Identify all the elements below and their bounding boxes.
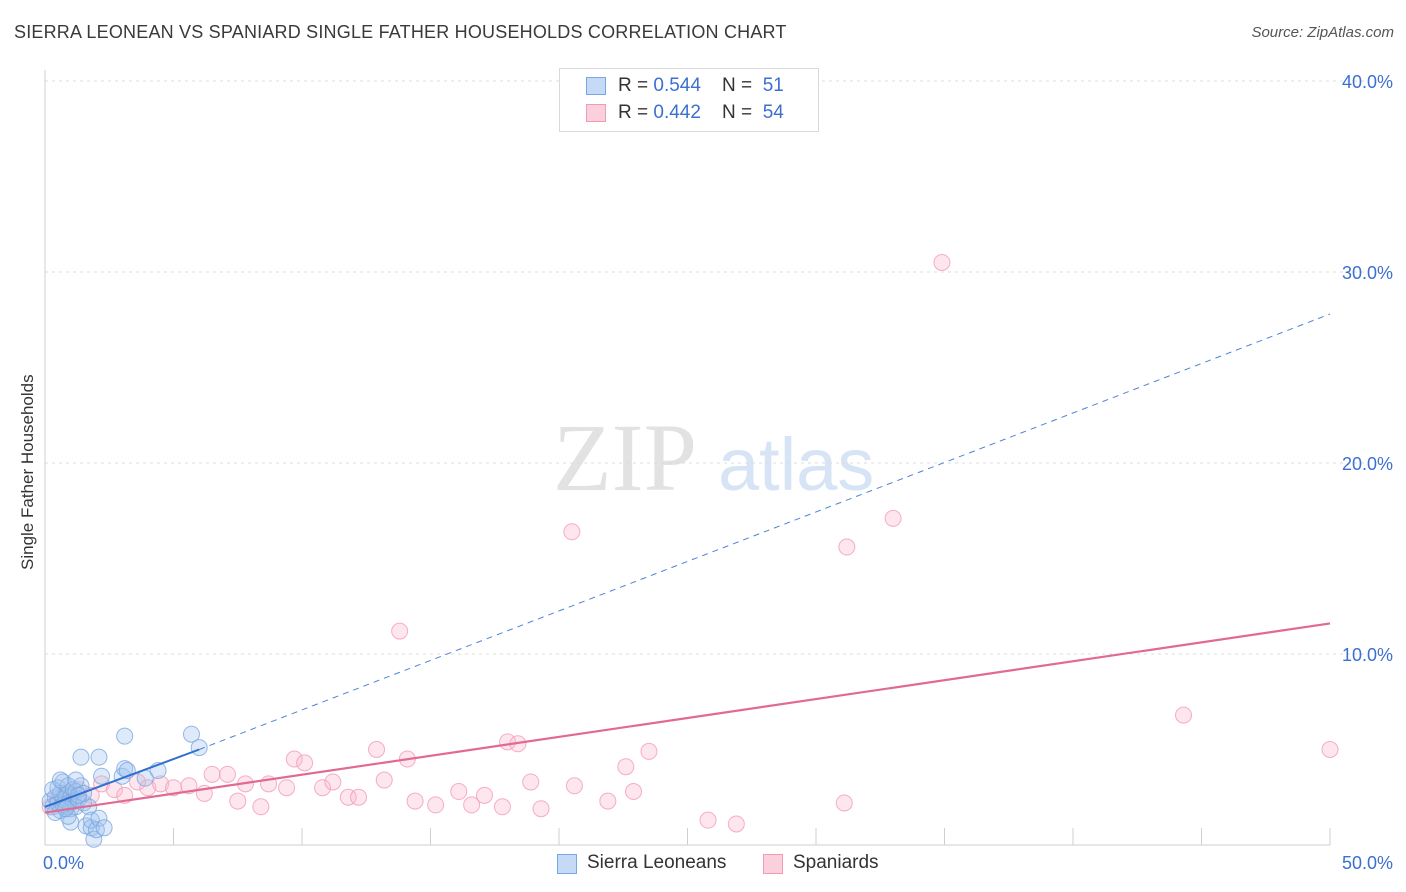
- sierra-leonean-point: [90, 748, 108, 766]
- spaniard-point: [427, 796, 445, 814]
- chart-title: SIERRA LEONEAN VS SPANIARD SINGLE FATHER…: [14, 22, 787, 42]
- legend-label-spaniards: Spaniards: [793, 852, 879, 873]
- spaniard-point: [522, 773, 540, 791]
- sierra-leonean-point: [95, 819, 113, 837]
- spaniard-point: [617, 758, 635, 776]
- spaniard-point: [152, 775, 170, 793]
- spaniard-trend-line: [44, 622, 1331, 814]
- legend-r-label: R =: [618, 75, 654, 96]
- spaniard-point: [463, 796, 481, 814]
- spaniard-point: [727, 815, 745, 833]
- spaniard-point: [391, 622, 409, 640]
- spaniard-point: [1175, 706, 1193, 724]
- stats-legend: R = 0.544 N = 51 R = 0.442 N = 54: [559, 68, 819, 132]
- spaniard-point: [933, 253, 951, 271]
- spaniard-point: [640, 742, 658, 760]
- spaniard-point: [406, 792, 424, 810]
- watermark-zip: ZIP: [553, 404, 697, 511]
- spaniard-point: [252, 798, 270, 816]
- watermark-atlas: atlas: [718, 423, 874, 506]
- legend-n-value: 54: [762, 102, 784, 123]
- spaniard-point: [285, 750, 303, 768]
- sierra-leonean-point: [51, 771, 69, 789]
- spaniard-point: [838, 538, 856, 556]
- spaniard-point: [532, 800, 550, 818]
- spaniard-point: [129, 773, 147, 791]
- spaniard-point: [229, 792, 247, 810]
- spaniard-point: [625, 783, 643, 801]
- spaniard-point: [139, 779, 157, 797]
- sierra-leonean-trend-line: [44, 748, 200, 808]
- legend-n-value: 51: [762, 75, 784, 96]
- legend-swatch-pink: [763, 854, 783, 874]
- y-tick-label: 40.0%: [1342, 72, 1393, 92]
- x-tick-label: 0.0%: [43, 853, 84, 873]
- legend-swatch-pink: [586, 104, 606, 122]
- legend-swatch-blue: [586, 77, 606, 95]
- spaniard-point: [599, 792, 617, 810]
- legend-n-label: N =: [722, 75, 758, 96]
- legend-r-value: 0.442: [653, 102, 701, 123]
- sierra-leonean-point: [72, 748, 90, 766]
- sierra-leonean-point: [116, 727, 134, 745]
- sierra-leonean-point: [182, 725, 200, 743]
- legend-r-value: 0.544: [653, 75, 701, 96]
- spaniard-point: [475, 786, 493, 804]
- spaniard-point: [450, 783, 468, 801]
- sierra-leonean-point: [85, 830, 103, 848]
- spaniard-point: [835, 794, 853, 812]
- y-tick-label: 30.0%: [1342, 263, 1393, 283]
- legend-n-label: N =: [722, 102, 758, 123]
- sierra-leonean-point: [93, 767, 111, 785]
- spaniard-point: [1321, 741, 1339, 758]
- spaniard-point: [324, 773, 342, 791]
- legend-swatch-blue: [557, 854, 577, 874]
- y-tick-label: 10.0%: [1342, 645, 1393, 665]
- spaniard-point: [296, 754, 314, 772]
- spaniard-point: [218, 765, 236, 783]
- sierra-leonean-point: [90, 809, 108, 827]
- spaniard-point: [203, 765, 221, 783]
- source-label: Source: ZipAtlas.com: [1251, 24, 1394, 41]
- legend-r-label: R =: [618, 102, 654, 123]
- spaniard-point: [278, 779, 296, 797]
- x-tick-label: 50.0%: [1342, 853, 1393, 873]
- spaniard-point: [350, 788, 368, 806]
- spaniard-point: [565, 777, 583, 795]
- spaniard-point: [884, 509, 902, 527]
- spaniard-point: [375, 771, 393, 789]
- y-axis-label: Single Father Households: [18, 374, 37, 570]
- spaniard-point: [368, 741, 386, 758]
- y-tick-label: 20.0%: [1342, 454, 1393, 474]
- sierra-leonean-trend-extension: [199, 313, 1331, 750]
- spaniard-point: [314, 779, 332, 797]
- legend-label-sierra-leoneans: Sierra Leoneans: [587, 852, 727, 873]
- spaniard-point: [339, 788, 357, 806]
- spaniard-point: [699, 811, 717, 829]
- spaniard-point: [493, 798, 511, 816]
- spaniard-point: [563, 523, 581, 541]
